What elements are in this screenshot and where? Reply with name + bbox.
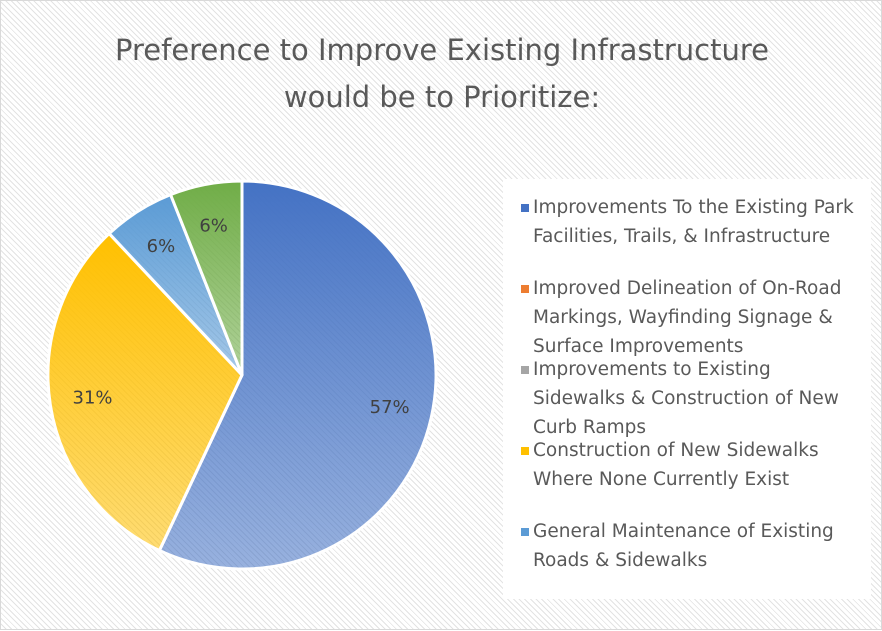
pie-slice bbox=[168, 179, 244, 376]
data-label: 57% bbox=[370, 397, 410, 418]
legend-entry: Construction of New Sidewalks Where None… bbox=[521, 436, 868, 494]
chart-title: Preference to Improve Existing Infrastru… bbox=[115, 33, 769, 114]
legend-key bbox=[521, 366, 529, 374]
pie-slice bbox=[157, 179, 438, 571]
legend-label: Improvements to Existing Sidewalks & Con… bbox=[533, 359, 839, 438]
data-label: 31% bbox=[73, 388, 113, 409]
legend-key bbox=[521, 204, 529, 212]
legend-key bbox=[521, 447, 529, 455]
legend-entry: General Maintenance of Existing Roads & … bbox=[521, 517, 868, 575]
data-label: 6% bbox=[199, 215, 228, 236]
legend-key bbox=[521, 285, 529, 293]
legend: Improvements To the Existing Park Facili… bbox=[503, 179, 871, 599]
data-label: 6% bbox=[147, 236, 176, 257]
legend-key bbox=[521, 528, 529, 536]
legend-entry: Improvements To the Existing Park Facili… bbox=[521, 193, 868, 251]
legend-label: Improved Delineation of On-Road Markings… bbox=[533, 278, 842, 357]
legend-label: Construction of New Sidewalks Where None… bbox=[533, 440, 819, 490]
legend-entry: Improvements to Existing Sidewalks & Con… bbox=[521, 355, 868, 442]
legend-label: Improvements To the Existing Park Facili… bbox=[533, 197, 854, 247]
pie-slice bbox=[46, 231, 244, 553]
legend-label: General Maintenance of Existing Roads & … bbox=[533, 521, 834, 571]
legend-entry: Improved Delineation of On-Road Markings… bbox=[521, 274, 868, 361]
